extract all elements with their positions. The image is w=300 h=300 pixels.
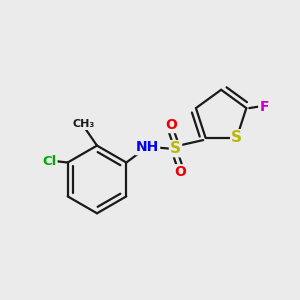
- Text: S: S: [170, 141, 181, 156]
- Text: CH₃: CH₃: [73, 119, 95, 129]
- Text: S: S: [231, 130, 242, 145]
- Text: NH: NH: [136, 140, 159, 154]
- Text: O: O: [174, 165, 186, 179]
- Text: F: F: [259, 100, 269, 114]
- Text: Cl: Cl: [42, 154, 56, 167]
- Text: O: O: [165, 118, 177, 132]
